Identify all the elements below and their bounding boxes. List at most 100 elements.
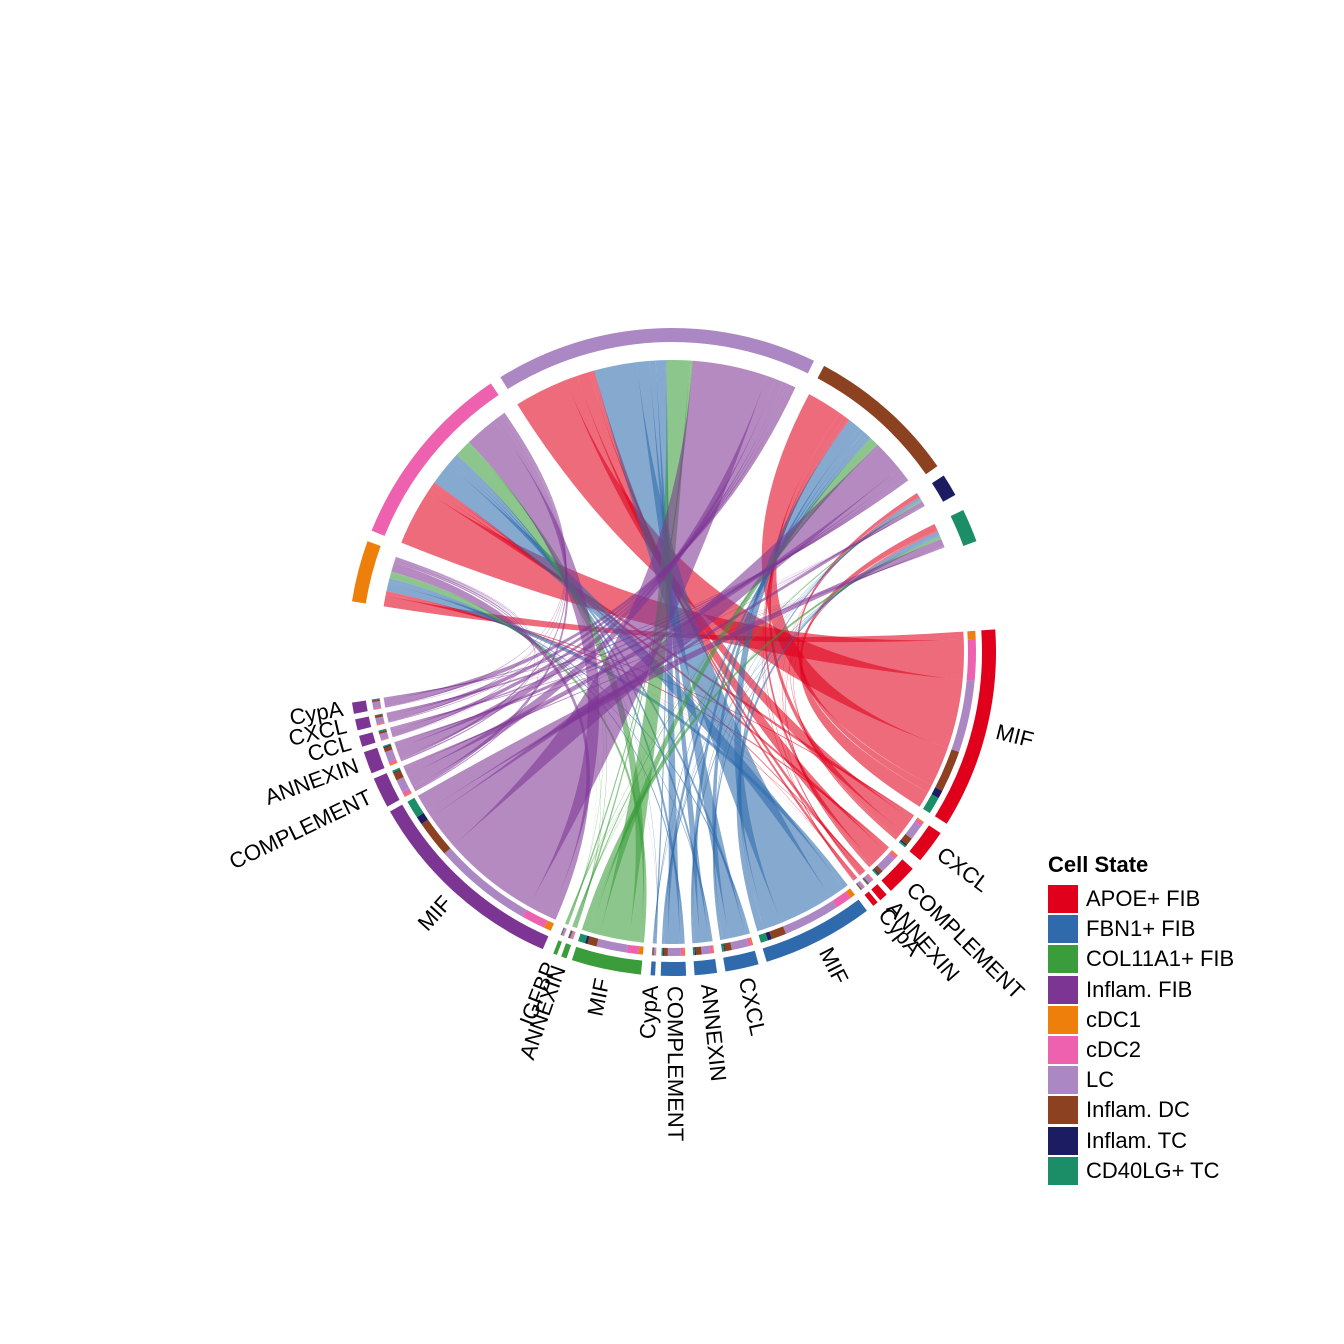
inner-band — [898, 840, 907, 848]
inner-band — [900, 833, 912, 845]
inner-band — [694, 947, 697, 956]
legend-item: COL11A1+ FIB — [1048, 944, 1234, 974]
legend-item: Inflam. DC — [1048, 1095, 1234, 1125]
inner-band — [638, 946, 644, 955]
inner-band — [587, 936, 599, 947]
segment-label: COMPLEMENT — [663, 986, 689, 1141]
inner-band — [379, 731, 389, 740]
inner-band — [522, 909, 548, 928]
segment-label: MIF — [814, 943, 853, 988]
receiver-arc — [351, 541, 381, 604]
legend-item: cDC2 — [1048, 1035, 1234, 1065]
sender-arc — [723, 950, 759, 972]
legend-label: COL11A1+ FIB — [1086, 946, 1235, 972]
segment-label: CypA — [635, 984, 663, 1040]
inner-band — [374, 714, 384, 719]
inner-band — [374, 713, 383, 716]
ribbon — [426, 501, 925, 818]
inner-band — [890, 850, 898, 857]
legend-items: APOE+ FIB FBN1+ FIB COL11A1+ FIB Inflam. FI… — [1048, 884, 1234, 1186]
inner-band — [569, 930, 575, 940]
inner-band — [874, 865, 883, 875]
ribbons — [383, 360, 964, 945]
inner-band — [544, 920, 554, 931]
inner-band — [782, 900, 837, 934]
inner-band — [653, 947, 656, 956]
inner-band — [572, 931, 576, 940]
inner-band — [568, 930, 572, 938]
inner-band — [378, 728, 387, 732]
inner-band — [560, 927, 565, 936]
inner-band — [382, 743, 391, 748]
inner-band — [712, 945, 715, 954]
sender-arc — [762, 899, 867, 962]
receiver-arc — [371, 383, 499, 536]
inner-band — [373, 708, 382, 711]
inner-band — [584, 935, 590, 944]
inner-band — [388, 759, 397, 765]
inner-band — [862, 878, 868, 885]
sender-arc — [934, 629, 996, 824]
inner-band — [916, 817, 925, 824]
inner-band — [856, 883, 862, 890]
inner-band — [859, 880, 865, 888]
legend-label: CD40LG+ TC — [1086, 1157, 1220, 1183]
sender-arc — [571, 946, 643, 975]
segment-label: ANNEXIN — [696, 983, 731, 1083]
inner-band — [923, 794, 939, 814]
inner-band — [692, 947, 696, 956]
inner-band — [373, 707, 382, 710]
inner-band — [568, 930, 572, 938]
legend-label: LC — [1086, 1067, 1115, 1093]
inner-band — [371, 699, 381, 703]
sender-arc — [553, 940, 562, 955]
ribbon — [468, 420, 600, 917]
inner-band — [769, 926, 786, 940]
inner-band — [376, 722, 385, 726]
inner-band — [416, 812, 428, 825]
legend-swatch — [1048, 885, 1078, 914]
inner-band — [561, 927, 565, 936]
inner-band — [421, 819, 451, 854]
inner-band — [568, 930, 573, 939]
inner-band — [561, 927, 567, 936]
legend-swatch — [1048, 1066, 1078, 1095]
legend-swatch — [1048, 1156, 1078, 1185]
inner-band — [651, 947, 653, 956]
inner-band — [381, 738, 389, 741]
inner-band — [871, 869, 879, 877]
inner-band — [652, 947, 655, 956]
sender-arc — [351, 700, 368, 714]
inner-band — [392, 769, 401, 774]
legend-label: Inflam. DC — [1086, 1097, 1190, 1123]
inner-band — [383, 744, 392, 749]
inner-band — [730, 938, 749, 951]
inner-band — [724, 942, 732, 952]
inner-band — [374, 713, 383, 716]
legend-item: CD40LG+ TC — [1048, 1156, 1234, 1186]
sender-arc — [390, 804, 549, 950]
ribbon — [401, 492, 964, 680]
inner-band — [765, 931, 772, 941]
inner-band — [856, 881, 865, 890]
inner-band — [951, 680, 975, 752]
inner-band — [700, 945, 711, 955]
legend-item: FBN1+ FIB — [1048, 914, 1234, 944]
inner-band — [667, 947, 681, 956]
sender-arc — [650, 961, 656, 976]
sender-arc — [363, 747, 385, 774]
inner-band — [376, 721, 385, 725]
inner-band — [832, 891, 851, 908]
inner-band — [655, 947, 657, 956]
inner-band — [404, 792, 412, 798]
inner-band — [758, 932, 768, 943]
inner-band — [378, 729, 387, 733]
inner-band — [371, 698, 380, 701]
segment-label: CXCL — [734, 975, 771, 1038]
legend-swatch — [1048, 915, 1078, 944]
inner-band — [563, 928, 567, 937]
inner-band — [856, 883, 862, 891]
ribbon — [594, 362, 831, 923]
inner-band — [859, 880, 865, 888]
inner-band — [596, 938, 628, 953]
